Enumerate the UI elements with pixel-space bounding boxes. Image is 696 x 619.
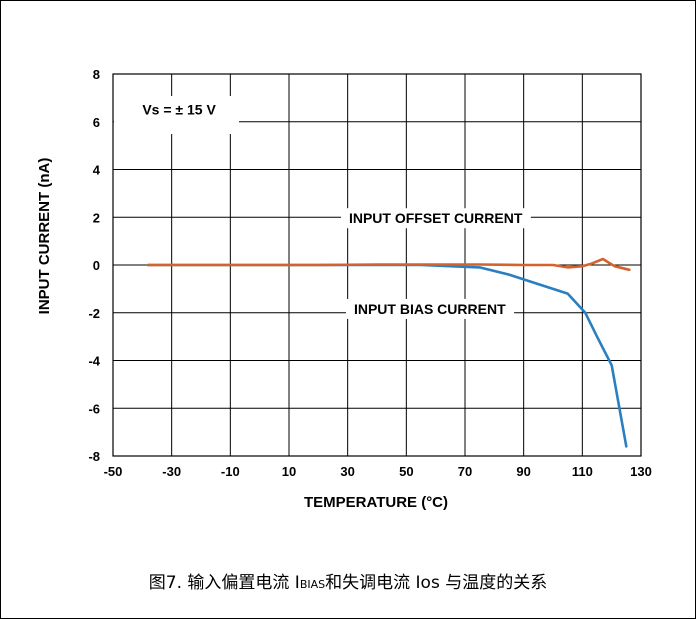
y-tick-label: 6 (93, 115, 100, 130)
condition-label: Vs = ± 15 V (142, 102, 216, 118)
input-offset-current-line (146, 257, 631, 272)
x-tick-label: 130 (630, 464, 652, 479)
y-tick-label: 2 (93, 210, 100, 225)
y-tick-label: -4 (88, 354, 100, 369)
chart: -50 -30 -10 10 30 50 70 90 110 130 8 6 4 2 0 -2 -4 -6 -8 V… (36, 67, 652, 511)
input-offset-current-label-bg (340, 208, 531, 229)
x-tick-label: 90 (516, 464, 530, 479)
figure-caption: 图7. 输入偏置电流 IBIAS和失调电流 Ios 与温度的关系 (0, 568, 696, 593)
y-tick-label: 8 (93, 67, 100, 82)
x-tick-label: 10 (282, 464, 296, 479)
annotations: Vs = ± 15 V INPUT OFFSET CURRENT INPUT BIA… (114, 96, 531, 319)
input-bias-current-label-bg (345, 298, 515, 319)
grid (112, 73, 642, 457)
tick-labels: -50 -30 -10 10 30 50 70 90 110 130 8 6 4 2 0 -2 -4 -6 -8 (88, 67, 651, 479)
series-lines (146, 257, 631, 448)
x-axis-title: TEMPERATURE (°C) (304, 494, 448, 511)
caption-subscript: BIAS (299, 578, 326, 591)
y-axis-title: INPUT CURRENT (nA) (36, 158, 53, 315)
input-offset-current-label: INPUT OFFSET CURRENT (349, 210, 523, 226)
y-tick-label: -8 (88, 449, 100, 464)
x-tick-label: 30 (340, 464, 354, 479)
x-tick-label: 50 (399, 464, 413, 479)
x-tick-label: -10 (221, 464, 240, 479)
caption-suffix: 和失调电流 Ios 与温度的关系 (325, 573, 548, 593)
y-tick-label: -6 (88, 401, 100, 416)
condition-label-bg (114, 96, 239, 134)
x-tick-label: -50 (104, 464, 123, 479)
y-tick-label: 0 (93, 258, 100, 273)
input-bias-current-label: INPUT BIAS CURRENT (354, 301, 506, 317)
y-tick-label: -2 (88, 306, 100, 321)
x-tick-label: 70 (458, 464, 472, 479)
plot-border (112, 73, 642, 457)
input-bias-current-line (146, 263, 628, 448)
x-tick-label: 110 (572, 464, 593, 479)
caption-prefix: 图7. 输入偏置电流 I (148, 573, 300, 593)
y-tick-label: 4 (93, 163, 101, 178)
x-tick-label: -30 (162, 464, 181, 479)
